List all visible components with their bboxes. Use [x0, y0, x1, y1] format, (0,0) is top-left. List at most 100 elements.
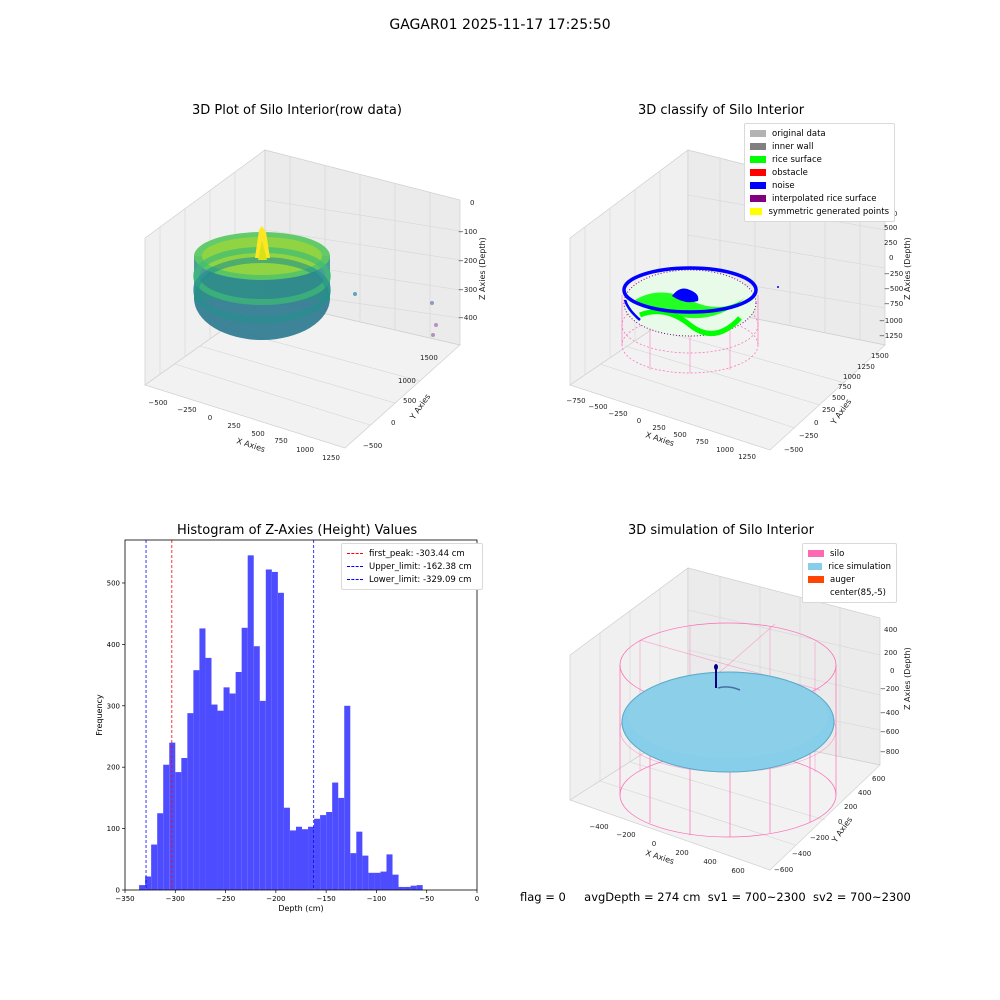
legend-entry: obstacle — [750, 166, 889, 179]
panel1-y-ticks: −500 0 500 1000 1500 — [363, 354, 438, 450]
x-tick-label: −300 — [166, 895, 185, 903]
p1-xtick: 250 — [227, 422, 240, 430]
legend-entry: auger — [808, 573, 891, 586]
histogram-bar — [416, 885, 423, 890]
histogram-bar — [205, 657, 212, 890]
p2-ztick: −1250 — [879, 332, 903, 340]
y-tick-label: 100 — [107, 825, 120, 833]
panel2-title: 3D classify of Silo Interior — [638, 103, 805, 118]
p4-ztick: −200 — [880, 685, 899, 693]
legend-label: inner wall — [772, 141, 814, 152]
p2-ytick: 500 — [832, 394, 845, 402]
legend-swatch — [750, 169, 766, 176]
p4-ztick: −400 — [880, 709, 899, 717]
p2-ytick: 1000 — [843, 373, 861, 381]
legend-label: auger — [830, 574, 855, 585]
p2-xtick: 750 — [695, 438, 708, 446]
histogram-bar — [404, 886, 411, 890]
panel4-y-ticks: −600 −400 −200 0 200 400 600 — [774, 775, 885, 874]
panel4-z-ticks: 400 200 0 −200 −400 −600 −800 — [880, 626, 899, 756]
p1-ztick: −200 — [458, 257, 477, 265]
legend-entry: center(85,-5) — [808, 586, 891, 599]
p1-xtick: 0 — [208, 414, 212, 422]
panel3-title: Histogram of Z-Axies (Height) Values — [177, 523, 418, 538]
p1-xtick: 500 — [251, 430, 264, 438]
legend-label: obstacle — [772, 167, 808, 178]
legend-label: rice simulation — [828, 561, 891, 572]
legend-entry: symmetric generated points — [750, 205, 889, 218]
p4-xtick: −200 — [616, 831, 635, 839]
p4-xtick: 400 — [703, 858, 716, 866]
histogram-frame — [124, 539, 478, 891]
legend-entry: Upper_limit: -162.38 cm — [347, 560, 477, 573]
p1-ztick: −100 — [458, 228, 477, 236]
y-tick-label: 0 — [116, 887, 120, 895]
panel1-outlier-points — [353, 292, 438, 337]
histogram-bar — [247, 555, 254, 890]
p4-ytick: −200 — [810, 834, 829, 842]
x-tick-label: 0 — [475, 895, 479, 903]
p4-ytick: 400 — [858, 789, 871, 797]
p1-zlabel: Z Axies (Depth) — [478, 237, 487, 300]
p2-xtick: 1000 — [716, 446, 734, 454]
histogram-bar — [157, 813, 164, 890]
legend-swatch — [750, 208, 763, 215]
p2-ytick: 750 — [838, 383, 851, 391]
sv2-text: sv2 = 700~2300 — [812, 890, 911, 904]
legend-swatch — [750, 156, 766, 163]
panel1-z-ticks: 0 −100 −200 −300 −400 — [458, 199, 477, 322]
p1-xtick: 1250 — [322, 454, 340, 462]
legend-entry: silo — [808, 547, 891, 560]
histogram-bar — [199, 628, 206, 890]
p4-xtick: −400 — [589, 823, 608, 831]
legend-label: symmetric generated points — [768, 206, 889, 217]
panel4-legend: silo rice simulation auger center(85,-5) — [802, 543, 897, 603]
p4-ytick: 200 — [844, 803, 857, 811]
histogram-bar — [302, 829, 309, 890]
histogram-bar — [392, 874, 399, 890]
histogram-bar — [380, 871, 387, 890]
x-tick-label: −250 — [216, 895, 235, 903]
legend-swatch — [750, 143, 766, 150]
p4-zlabel: Z Axies (Depth) — [903, 647, 912, 710]
flag-text: flag = 0 — [520, 890, 566, 904]
histogram-bar — [338, 797, 345, 890]
legend-label: Lower_limit: -329.09 cm — [369, 574, 472, 585]
panel2-y-ticks: −500 −250 0 250 500 750 1000 1250 1500 — [784, 352, 889, 454]
histogram-bar — [386, 854, 393, 890]
p4-ztick: 200 — [884, 649, 897, 657]
p2-zlabel: Z Axies (Depth) — [903, 237, 912, 300]
p2-xtick: 250 — [652, 424, 665, 432]
x-tick-label: −50 — [419, 895, 434, 903]
p2-ztick: −500 — [884, 285, 903, 293]
p2-ztick: 250 — [884, 239, 897, 247]
histogram-bar — [356, 831, 363, 890]
p2-ytick: −250 — [799, 432, 818, 440]
histogram-bar — [139, 885, 146, 890]
histogram-bar — [320, 815, 327, 890]
p4-ztick: −600 — [880, 728, 899, 736]
p2-ztick: −750 — [884, 300, 903, 308]
p2-ytick: 0 — [814, 419, 818, 427]
histogram-bar — [253, 646, 260, 890]
p4-ztick: 400 — [884, 626, 897, 634]
legend-label: silo — [830, 548, 845, 559]
p1-ytick: 0 — [391, 419, 395, 427]
histogram-bars — [139, 555, 423, 890]
histogram-bar — [283, 807, 290, 890]
x-tick-label: −150 — [317, 895, 336, 903]
p2-xtick: 0 — [637, 417, 641, 425]
y-tick-label: 500 — [107, 579, 120, 587]
histogram-bar — [259, 700, 266, 890]
y-tick-label: 200 — [107, 764, 120, 772]
x-tick-label: −200 — [266, 895, 285, 903]
histogram-bar — [289, 830, 296, 890]
histogram-bar — [314, 818, 321, 890]
histogram-bar — [235, 672, 242, 890]
histogram-bar — [368, 872, 375, 890]
histogram-ylabel: Frequency — [95, 694, 104, 736]
legend-entry: original data — [750, 127, 889, 140]
p2-ztick: −250 — [884, 270, 903, 278]
